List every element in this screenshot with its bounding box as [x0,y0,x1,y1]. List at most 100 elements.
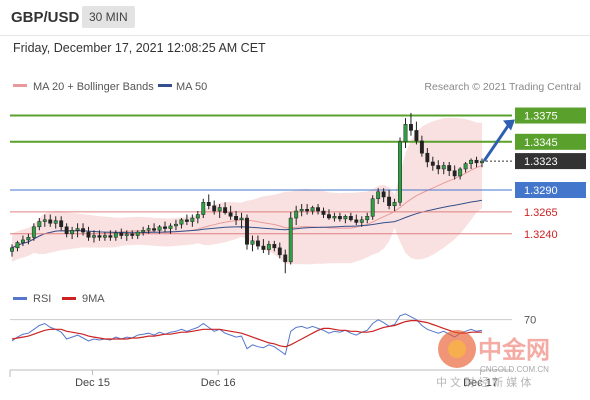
forecast-arrow-head [503,119,515,131]
candle-body [310,207,315,212]
candle-body [97,235,102,238]
time-tick-label: Dec 17 [463,377,498,389]
ma50-legend-swatch [158,84,172,87]
candle-body [135,231,140,236]
level-badge-1.3375 [515,107,586,124]
candle-body [152,228,157,231]
candle-body [316,207,320,212]
level-label-1.3290: 1.3290 [524,185,558,197]
credit-label: Research © 2021 Trading Central [424,81,581,93]
candle-body [409,124,413,131]
watermark-brand: 中金网 [478,336,550,364]
candle-body [277,247,282,256]
bollinger-band [12,117,482,265]
ma20-legend-swatch [13,84,27,87]
rsi-ma-legend-label: 9MA [82,293,105,305]
datetime-label: Friday, December 17, 2021 12:08:25 AM CE… [13,41,266,55]
candle-body [212,205,217,212]
candle-body [337,216,342,220]
candle-body [272,244,277,249]
price-chart: 1.3375 1.3345 1.3323 1.3290 1.3265 1.3240 [10,107,586,274]
candle-body [20,239,25,243]
candle-body [31,226,36,238]
candle-body [86,231,91,238]
watermark-tagline: 中 文 财 经 新 媒 体 [436,375,531,389]
rsi-chart: 70 [10,313,536,356]
watermark: 中金网 CNGOLD.COM.CN 中 文 财 经 新 媒 体 [436,330,550,389]
rsi-line [11,313,483,356]
level-badge-1.3345 [515,133,586,150]
forecast-arrow [482,123,511,162]
candle-body [359,219,364,223]
candle-body [283,254,288,263]
rsi-tick-label: 70 [524,315,536,327]
level-badge-1.3323 [515,153,586,170]
level-label-1.3345: 1.3345 [524,137,558,149]
candle-body [370,198,375,217]
ma50-legend-label: MA 50 [176,81,207,93]
level-label-1.3375: 1.3375 [524,111,558,123]
candle-body [436,165,441,170]
candle-body [387,196,392,207]
candle-body [234,216,239,221]
candle-body [299,209,304,212]
candle-body [403,124,408,143]
candle-body [354,219,359,223]
chart-header: GBP/USD 30 MIN [0,0,590,36]
candle-body [381,191,386,198]
candle-body [179,219,184,225]
candle-body [113,232,118,238]
timeframe-badge[interactable]: 30 MIN [82,6,135,28]
candle-body [184,219,189,222]
symbol-label: GBP/USD [11,9,80,26]
candle-body [327,214,331,219]
candle-body [266,244,271,250]
candle-body [343,216,348,220]
rsi-legend: RSI 9MA [13,293,105,305]
candle-body [75,228,80,231]
candle-body [261,245,266,250]
candle-body [469,159,474,164]
candle-body [168,225,173,229]
candle-body [108,235,113,238]
candle-body [348,216,353,221]
candle-body [250,240,255,245]
rsi-ma-legend-swatch [62,297,76,300]
candle-body [102,235,107,238]
candle-body [223,207,228,214]
candle-body [255,240,260,247]
candle-body [419,140,424,154]
time-tick-label: Dec 15 [75,377,110,389]
candle-body [15,242,20,249]
candle-body [70,230,75,235]
candle-body [447,165,452,171]
level-badge-1.3290 [515,182,586,198]
watermark-domain: CNGOLD.COM.CN [480,365,549,374]
candle-body [398,141,402,203]
candle-body [146,228,151,231]
candle-body [190,217,195,222]
rsi-legend-label: RSI [33,293,51,305]
candle-body [81,228,85,233]
candle-body [474,159,479,164]
level-label-1.3323: 1.3323 [524,156,558,168]
candle-body [130,233,135,236]
candle-body [53,220,58,224]
candle-body [392,202,397,207]
candle-body [305,209,310,212]
candle-body [195,214,200,219]
candle-body [217,207,222,212]
candle-body [239,217,244,221]
candle-body [245,217,249,245]
candle-body [414,130,419,142]
rsi-legend-swatch [13,297,27,300]
candle-body [163,226,167,229]
time-tick-label: Dec 16 [201,377,236,389]
candle-body [294,210,299,219]
candle-body [201,202,206,215]
candle-body [365,216,370,221]
candle-body [119,232,124,236]
candle-body [37,221,42,228]
candle-body [174,223,178,227]
